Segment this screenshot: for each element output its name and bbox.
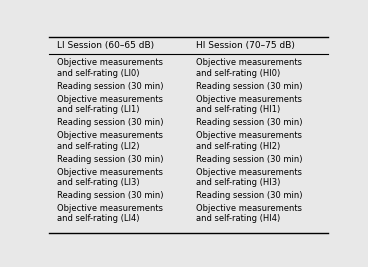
Text: Reading session (30 min): Reading session (30 min): [57, 82, 164, 91]
Text: Objective measurements
and self-rating (LI3): Objective measurements and self-rating (…: [57, 168, 163, 187]
Text: Reading session (30 min): Reading session (30 min): [196, 191, 302, 200]
Text: Reading session (30 min): Reading session (30 min): [196, 155, 302, 164]
Text: Reading session (30 min): Reading session (30 min): [57, 118, 164, 127]
Text: Objective measurements
and self-rating (HI3): Objective measurements and self-rating (…: [196, 168, 302, 187]
Text: Reading session (30 min): Reading session (30 min): [196, 118, 302, 127]
Text: Objective measurements
and self-rating (HI2): Objective measurements and self-rating (…: [196, 131, 302, 151]
Text: LI Session (60–65 dB): LI Session (60–65 dB): [57, 41, 155, 50]
Text: Reading session (30 min): Reading session (30 min): [57, 155, 164, 164]
Text: Objective measurements
and self-rating (HI1): Objective measurements and self-rating (…: [196, 95, 302, 114]
Text: Reading session (30 min): Reading session (30 min): [57, 191, 164, 200]
Text: Objective measurements
and self-rating (LI4): Objective measurements and self-rating (…: [57, 204, 163, 223]
Text: Objective measurements
and self-rating (HI4): Objective measurements and self-rating (…: [196, 204, 302, 223]
Text: Objective measurements
and self-rating (HI0): Objective measurements and self-rating (…: [196, 58, 302, 78]
Text: Objective measurements
and self-rating (LI2): Objective measurements and self-rating (…: [57, 131, 163, 151]
Text: Objective measurements
and self-rating (LI0): Objective measurements and self-rating (…: [57, 58, 163, 78]
Text: HI Session (70–75 dB): HI Session (70–75 dB): [196, 41, 295, 50]
Text: Reading session (30 min): Reading session (30 min): [196, 82, 302, 91]
Text: Objective measurements
and self-rating (LI1): Objective measurements and self-rating (…: [57, 95, 163, 114]
